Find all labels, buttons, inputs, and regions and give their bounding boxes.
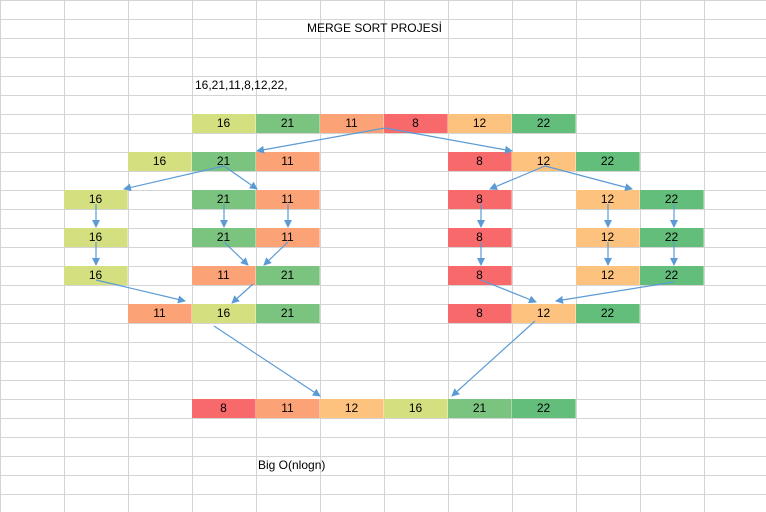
value-cell[interactable]: 11: [256, 152, 320, 171]
value-cell[interactable]: 12: [576, 228, 640, 247]
value-cell[interactable]: 11: [256, 228, 320, 247]
value-cell[interactable]: 21: [448, 399, 512, 418]
value-cell[interactable]: 11: [128, 304, 192, 323]
value-cell[interactable]: 21: [192, 190, 256, 209]
value-cell[interactable]: 12: [448, 114, 512, 133]
value-cell[interactable]: 16: [64, 228, 128, 247]
complexity-text: Big O(nlogn): [258, 458, 326, 472]
value-cell[interactable]: 16: [128, 152, 192, 171]
value-cell[interactable]: 8: [448, 266, 512, 285]
value-cell[interactable]: 8: [448, 304, 512, 323]
value-cell[interactable]: 16: [64, 266, 128, 285]
value-cell[interactable]: 21: [192, 228, 256, 247]
value-cell[interactable]: 16: [192, 304, 256, 323]
value-cell[interactable]: 12: [576, 190, 640, 209]
value-cell[interactable]: 22: [576, 304, 640, 323]
value-cell[interactable]: 11: [192, 266, 256, 285]
value-cell[interactable]: 22: [576, 152, 640, 171]
value-cell[interactable]: 21: [256, 114, 320, 133]
value-cell[interactable]: 21: [256, 304, 320, 323]
value-cell[interactable]: 8: [384, 114, 448, 133]
value-cell[interactable]: 8: [448, 152, 512, 171]
value-cell[interactable]: 16: [192, 114, 256, 133]
value-cell[interactable]: 21: [256, 266, 320, 285]
sheet-title: MERGE SORT PROJESİ: [307, 21, 442, 35]
value-cell[interactable]: 22: [512, 399, 576, 418]
value-cell[interactable]: 22: [640, 266, 704, 285]
value-cell[interactable]: 12: [576, 266, 640, 285]
value-cell[interactable]: 21: [192, 152, 256, 171]
value-cell[interactable]: 16: [384, 399, 448, 418]
value-cell[interactable]: 12: [512, 304, 576, 323]
value-cell[interactable]: 8: [448, 228, 512, 247]
value-cell[interactable]: 22: [512, 114, 576, 133]
value-cell[interactable]: 8: [192, 399, 256, 418]
value-cell[interactable]: 16: [64, 190, 128, 209]
value-cell[interactable]: 22: [640, 228, 704, 247]
value-cell[interactable]: 12: [320, 399, 384, 418]
value-cell[interactable]: 11: [320, 114, 384, 133]
value-cell[interactable]: 8: [448, 190, 512, 209]
value-cell[interactable]: 11: [256, 399, 320, 418]
value-cell[interactable]: 12: [512, 152, 576, 171]
value-cell[interactable]: 22: [640, 190, 704, 209]
input-array-text: 16,21,11,8,12,22,: [195, 78, 288, 92]
value-cell[interactable]: 11: [256, 190, 320, 209]
